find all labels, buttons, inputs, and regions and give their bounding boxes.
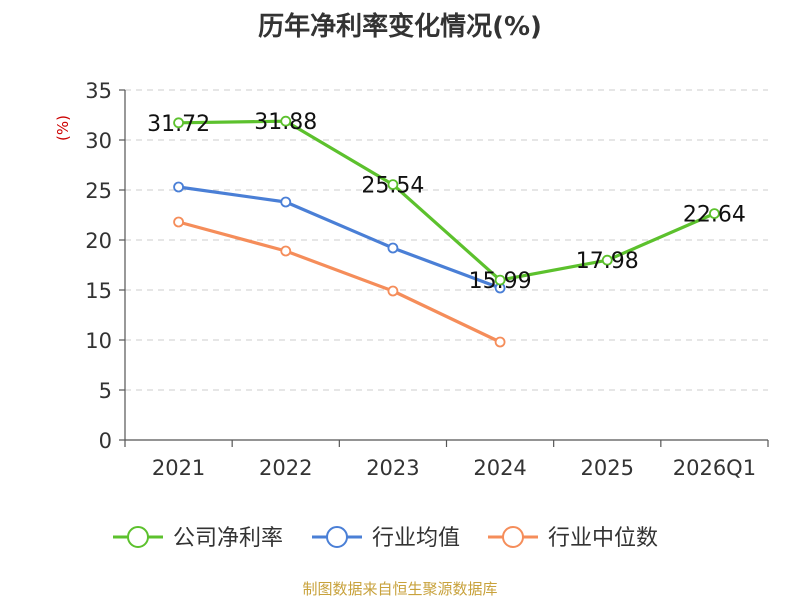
y-axis-unit: (%) bbox=[54, 115, 72, 141]
data-label: 31.72 bbox=[147, 112, 210, 137]
legend-label: 公司净利率 bbox=[173, 526, 283, 551]
data-labels: 31.72 31.88 25.54 15.99 17.98 22.64 bbox=[147, 110, 746, 294]
data-label: 17.98 bbox=[576, 249, 639, 274]
data-point bbox=[173, 181, 184, 193]
legend-label: 行业中位数 bbox=[548, 526, 658, 551]
series-line-0 bbox=[176, 119, 717, 282]
data-point bbox=[280, 245, 292, 257]
data-point bbox=[173, 117, 184, 129]
series-line-2 bbox=[176, 220, 502, 344]
data-label: 31.88 bbox=[254, 110, 317, 135]
data-point bbox=[280, 115, 292, 127]
chart-title: 历年净利率变化情况(%) bbox=[258, 12, 542, 42]
data-label: 22.64 bbox=[683, 203, 746, 228]
legend-marker bbox=[502, 526, 524, 548]
legend-marker bbox=[326, 526, 348, 548]
legend-item-0: 公司净利率 bbox=[113, 526, 283, 551]
data-point bbox=[709, 208, 720, 220]
data-label: 15.99 bbox=[469, 269, 532, 294]
x-tick-label: 2026Q1 bbox=[673, 456, 756, 480]
legend-item-2: 行业中位数 bbox=[488, 526, 658, 551]
series-line-1 bbox=[176, 185, 502, 290]
data-point bbox=[387, 242, 399, 254]
y-tick-label: 15 bbox=[85, 279, 112, 303]
y-tick-label: 35 bbox=[85, 79, 112, 103]
y-tick-label: 20 bbox=[85, 229, 112, 253]
x-tick-label: 2021 bbox=[152, 456, 205, 480]
y-tick-label: 25 bbox=[85, 179, 112, 203]
y-tick-label: 30 bbox=[85, 129, 112, 153]
y-tick-label: 5 bbox=[99, 379, 112, 403]
data-point bbox=[494, 336, 506, 348]
data-point bbox=[280, 196, 292, 208]
data-label: 25.54 bbox=[361, 174, 424, 199]
x-tick-label: 2024 bbox=[473, 456, 526, 480]
legend-item-1: 行业均值 bbox=[312, 526, 460, 551]
data-point bbox=[387, 179, 399, 191]
series-lines bbox=[173, 115, 720, 348]
grid-lines bbox=[125, 89, 768, 391]
data-point bbox=[494, 274, 506, 286]
legend-marker bbox=[127, 526, 149, 548]
legend: 公司净利率 行业均值 行业中位数 bbox=[113, 526, 658, 551]
data-point bbox=[387, 285, 399, 297]
x-tick-label: 2023 bbox=[366, 456, 419, 480]
x-tick-label: 2022 bbox=[259, 456, 312, 480]
data-point bbox=[173, 216, 184, 228]
data-point bbox=[601, 254, 613, 266]
footer-source: 制图数据来自恒生聚源数据库 bbox=[302, 580, 498, 598]
legend-label: 行业均值 bbox=[372, 526, 460, 551]
x-tick-label: 2025 bbox=[581, 456, 634, 480]
y-tick-label: 0 bbox=[99, 429, 112, 453]
y-tick-label: 10 bbox=[85, 329, 112, 353]
